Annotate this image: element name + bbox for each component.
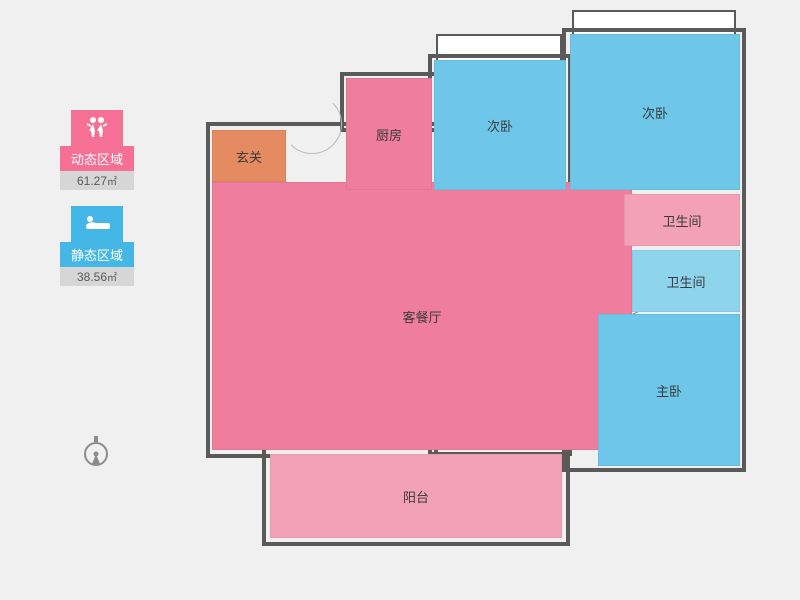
active-zone-icon <box>71 110 123 146</box>
room-livingdine: 客餐厅 <box>212 182 632 450</box>
quiet-zone-icon <box>71 206 123 242</box>
compass-icon <box>76 430 116 470</box>
room-bath2: 卫生间 <box>632 250 740 312</box>
room-label: 阳台 <box>403 487 429 506</box>
room-bedroom2b: 次卧 <box>570 34 740 190</box>
room-bedroom2a: 次卧 <box>434 60 566 190</box>
legend-active-label: 动态区域 <box>60 146 134 171</box>
room-label: 次卧 <box>487 116 513 135</box>
room-kitchen: 厨房 <box>346 78 432 190</box>
window-top-right <box>572 10 736 36</box>
floor-plan: 玄关厨房次卧次卧卫生间卫生间客餐厅主卧阳台 <box>200 30 756 560</box>
room-label: 卫生间 <box>662 211 701 230</box>
zone-legend: 动态区域 61.27 静态区域 38.56 <box>60 110 134 302</box>
legend-quiet-value: 38.56 <box>60 267 134 286</box>
room-label: 次卧 <box>642 103 668 122</box>
room-label: 主卧 <box>656 381 682 400</box>
legend-active-zone: 动态区域 61.27 <box>60 110 134 190</box>
room-label: 卫生间 <box>666 272 705 291</box>
room-label: 厨房 <box>376 125 402 144</box>
room-label: 客餐厅 <box>402 307 441 326</box>
legend-quiet-label: 静态区域 <box>60 242 134 267</box>
door-arc <box>282 94 342 154</box>
legend-active-value: 61.27 <box>60 171 134 190</box>
window-top-left <box>436 34 562 62</box>
room-bath1: 卫生间 <box>624 194 740 246</box>
room-balcony: 阳台 <box>270 454 562 538</box>
room-entrance: 玄关 <box>212 130 286 182</box>
room-label: 玄关 <box>236 147 262 166</box>
room-master: 主卧 <box>598 314 740 466</box>
legend-quiet-zone: 静态区域 38.56 <box>60 206 134 286</box>
